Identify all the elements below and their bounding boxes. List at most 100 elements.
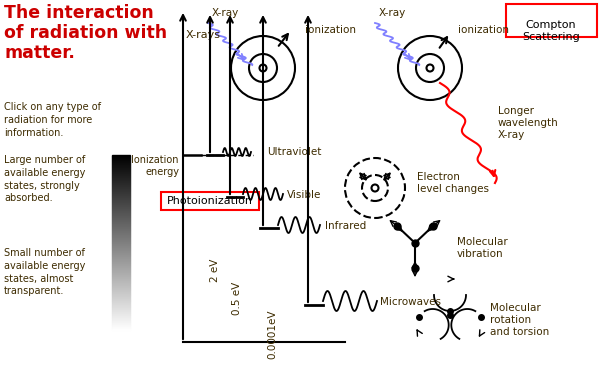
Bar: [112, 324, 130, 325]
Bar: [112, 214, 130, 215]
Bar: [112, 203, 130, 204]
Bar: [112, 319, 130, 320]
Bar: [112, 189, 130, 190]
Text: Longer
wavelength
X-ray: Longer wavelength X-ray: [498, 106, 559, 141]
Bar: [112, 265, 130, 266]
Text: The interaction
of radiation with
matter.: The interaction of radiation with matter…: [4, 4, 167, 62]
Bar: [112, 202, 130, 203]
Bar: [112, 169, 130, 170]
Bar: [112, 293, 130, 294]
Text: ionization: ionization: [305, 25, 356, 35]
Bar: [112, 297, 130, 298]
Bar: [112, 303, 130, 304]
Bar: [112, 213, 130, 214]
Bar: [112, 176, 130, 177]
Bar: [112, 247, 130, 248]
Bar: [112, 217, 130, 218]
Bar: [112, 219, 130, 220]
Bar: [112, 160, 130, 161]
Bar: [112, 188, 130, 189]
Bar: [112, 216, 130, 217]
Bar: [112, 262, 130, 263]
FancyBboxPatch shape: [506, 3, 597, 37]
Bar: [112, 199, 130, 200]
FancyBboxPatch shape: [161, 192, 259, 210]
Text: Ionization
energy: Ionization energy: [132, 155, 179, 177]
Bar: [112, 280, 130, 281]
Bar: [112, 171, 130, 172]
Bar: [112, 273, 130, 274]
Bar: [112, 201, 130, 202]
Bar: [112, 298, 130, 299]
Bar: [112, 229, 130, 230]
Bar: [112, 224, 130, 225]
Bar: [112, 239, 130, 240]
Bar: [112, 187, 130, 188]
Bar: [112, 190, 130, 191]
Text: Microwaves: Microwaves: [380, 297, 441, 307]
Bar: [112, 212, 130, 213]
Bar: [112, 323, 130, 324]
Bar: [112, 193, 130, 194]
Text: ionization: ionization: [458, 25, 509, 35]
Bar: [112, 218, 130, 219]
Bar: [112, 232, 130, 233]
Bar: [112, 182, 130, 183]
Bar: [112, 157, 130, 158]
Bar: [112, 242, 130, 243]
Bar: [112, 211, 130, 212]
Bar: [112, 175, 130, 176]
Bar: [112, 172, 130, 173]
Bar: [112, 311, 130, 312]
Bar: [112, 305, 130, 306]
Text: X-ray: X-ray: [211, 8, 238, 18]
Text: Click on any type of
radiation for more
information.: Click on any type of radiation for more …: [4, 102, 101, 139]
Bar: [112, 257, 130, 258]
Bar: [112, 282, 130, 283]
Bar: [112, 261, 130, 262]
Bar: [112, 275, 130, 276]
Bar: [112, 208, 130, 209]
Bar: [112, 253, 130, 254]
Bar: [112, 327, 130, 328]
Bar: [112, 185, 130, 186]
Bar: [112, 329, 130, 330]
Bar: [112, 288, 130, 289]
Text: 2 eV: 2 eV: [210, 258, 220, 282]
Bar: [112, 167, 130, 168]
Bar: [112, 240, 130, 241]
Bar: [112, 194, 130, 195]
Bar: [112, 207, 130, 208]
Bar: [112, 307, 130, 308]
Text: Large number of
available energy
states, strongly
absorbed.: Large number of available energy states,…: [4, 155, 86, 203]
Bar: [112, 251, 130, 252]
Text: Compton
Scattering: Compton Scattering: [522, 20, 580, 42]
Bar: [112, 312, 130, 313]
Text: Molecular
vibration: Molecular vibration: [457, 237, 508, 259]
Bar: [112, 161, 130, 162]
Bar: [112, 289, 130, 290]
Bar: [112, 246, 130, 247]
Bar: [112, 292, 130, 293]
Bar: [112, 278, 130, 279]
Bar: [112, 320, 130, 321]
Bar: [112, 223, 130, 224]
Bar: [112, 181, 130, 182]
Bar: [112, 163, 130, 164]
Bar: [112, 252, 130, 253]
Bar: [112, 266, 130, 267]
Bar: [112, 291, 130, 292]
Text: Molecular
rotation
and torsion: Molecular rotation and torsion: [490, 303, 549, 337]
Bar: [112, 269, 130, 270]
Bar: [112, 177, 130, 178]
Bar: [112, 174, 130, 175]
Bar: [112, 302, 130, 303]
Bar: [112, 270, 130, 271]
Bar: [112, 326, 130, 327]
Bar: [112, 263, 130, 264]
Bar: [112, 173, 130, 174]
Bar: [112, 321, 130, 322]
Bar: [112, 215, 130, 216]
Bar: [112, 158, 130, 159]
Bar: [112, 276, 130, 277]
